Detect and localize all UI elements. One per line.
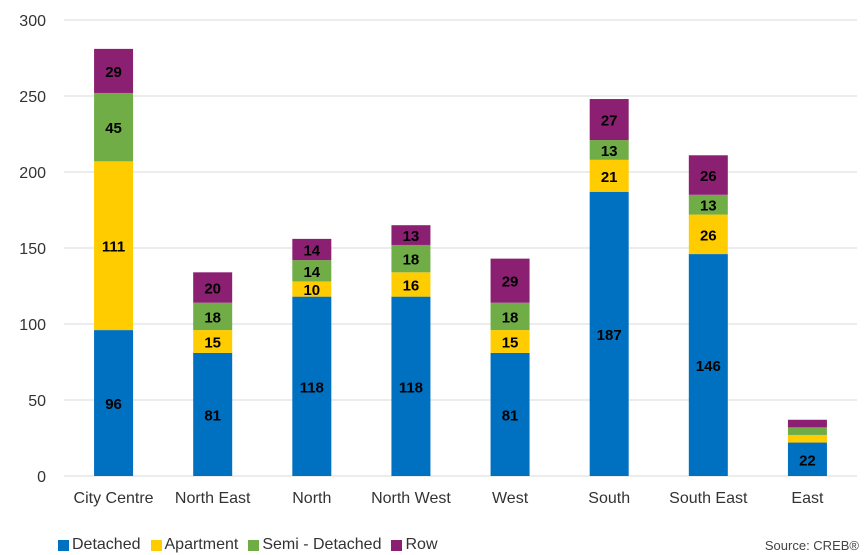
data-label: 15 <box>502 334 519 351</box>
stacked-bar-chart: 0 50 100 150 200 250 300 96 111 45 29 City Centre 81… <box>19 13 857 507</box>
bar-segment <box>688 254 728 476</box>
legend-label-semi-detached: Semi - Detached <box>262 536 382 553</box>
y-tick-label: 0 <box>37 469 46 486</box>
data-label: 18 <box>403 252 420 269</box>
data-label: 26 <box>700 227 717 244</box>
legend-item-detached: Detached <box>58 536 141 554</box>
bar-segment <box>490 258 530 303</box>
bar-segment <box>94 330 134 476</box>
bar-segment <box>94 92 134 162</box>
legend-label-row: Row <box>405 536 438 553</box>
bar-segment <box>787 427 827 435</box>
data-label: 29 <box>105 64 122 81</box>
bar-segment <box>688 214 728 255</box>
data-label: 29 <box>502 274 519 291</box>
legend-label-detached: Detached <box>72 536 141 553</box>
legend-swatch-detached <box>58 539 69 551</box>
data-label: 15 <box>204 334 221 351</box>
legend-label-apartment: Apartment <box>164 536 239 553</box>
data-label: 45 <box>105 120 122 137</box>
legend-swatch-row <box>391 539 403 551</box>
data-label: 13 <box>403 228 420 245</box>
data-label: 14 <box>303 264 320 281</box>
bar-segment <box>292 238 332 261</box>
bar-segment <box>193 352 233 476</box>
bar-segment <box>391 272 431 297</box>
legend-item-row: Row <box>391 536 438 554</box>
bar-segment <box>688 155 728 195</box>
x-tick-label: South East <box>669 490 748 507</box>
bar-segment <box>292 296 332 476</box>
legend-swatch-semi-detached <box>248 539 260 551</box>
legend-item-semi-detached: Semi - Detached <box>248 536 381 554</box>
data-label: 96 <box>105 396 122 413</box>
data-label: 16 <box>403 277 420 294</box>
y-tick-label: 200 <box>19 165 46 182</box>
data-label: 21 <box>601 169 618 186</box>
y-tick-label: 50 <box>28 393 46 410</box>
x-tick-label: North <box>292 490 331 507</box>
data-label: 10 <box>303 282 320 299</box>
data-label: 81 <box>204 407 221 424</box>
x-tick-label: East <box>791 490 824 507</box>
legend-swatch-apartment <box>150 539 162 551</box>
data-label: 13 <box>601 143 618 160</box>
bar-segment <box>589 191 629 476</box>
data-label: 13 <box>700 198 717 215</box>
source-note: Source: CREB® <box>764 538 859 553</box>
bar-segment <box>94 161 134 331</box>
bar-segment <box>193 272 233 303</box>
data-label: 18 <box>502 309 519 326</box>
bar-segment <box>589 140 629 160</box>
data-label: 18 <box>204 309 221 326</box>
x-tick-label: City Centre <box>74 490 154 507</box>
bar-segment <box>787 434 827 443</box>
bar-segment <box>490 302 530 331</box>
bar-segment <box>787 442 827 476</box>
bar-segment <box>490 352 530 476</box>
bar-segment <box>391 244 431 273</box>
x-tick-label: North East <box>175 490 251 507</box>
bar-segment <box>193 330 233 353</box>
y-tick-label: 100 <box>19 317 46 334</box>
bar-segment <box>94 48 134 93</box>
bar-segment <box>292 260 332 282</box>
bar-segment <box>391 296 431 476</box>
bar-segment <box>688 194 728 215</box>
data-label: 27 <box>601 113 618 130</box>
bar-segment <box>292 281 332 297</box>
bar-segment <box>490 330 530 353</box>
data-label: 81 <box>502 407 519 424</box>
data-label: 111 <box>102 239 125 256</box>
y-tick-label: 150 <box>19 241 46 258</box>
y-tick-label: 300 <box>19 13 46 30</box>
data-label: 118 <box>300 379 324 396</box>
bar-segment <box>193 302 233 331</box>
data-label: 187 <box>597 327 622 344</box>
bar-segment <box>589 159 629 192</box>
data-label: 146 <box>696 358 721 375</box>
data-label: 14 <box>303 243 320 260</box>
bar-segment <box>787 419 827 428</box>
legend-item-apartment: Apartment <box>150 536 239 554</box>
legend: Detached Apartment Semi - Detached Row <box>58 536 448 554</box>
data-label: 26 <box>700 168 717 185</box>
data-label: 22 <box>799 452 816 469</box>
bar-segment <box>391 225 431 245</box>
data-label: 118 <box>399 379 423 396</box>
bar-segment <box>589 99 629 141</box>
data-label: 20 <box>204 281 221 298</box>
x-tick-label: South <box>588 490 630 507</box>
x-tick-label: West <box>492 490 529 507</box>
y-tick-label: 250 <box>19 89 46 106</box>
x-tick-label: North West <box>371 490 451 507</box>
